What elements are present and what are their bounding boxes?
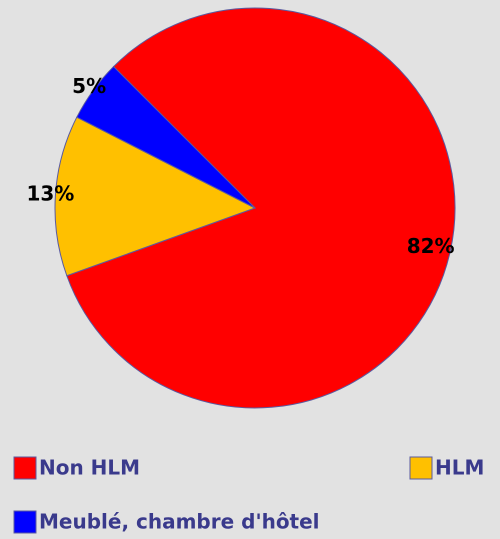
legend-label: Meublé, chambre d'hôtel (39, 510, 320, 534)
slice-label: 13% (26, 182, 74, 206)
legend-swatch (409, 456, 433, 480)
legend-label: HLM (435, 456, 484, 480)
pie-slice (66, 7, 456, 409)
legend-label: Non HLM (39, 456, 140, 480)
slice-label: 82% (407, 234, 455, 258)
legend-swatch (13, 456, 37, 480)
pie-slice (54, 116, 257, 277)
legend-swatch (13, 510, 37, 534)
slice-label: 5% (72, 74, 106, 98)
pie-slice (76, 65, 256, 209)
